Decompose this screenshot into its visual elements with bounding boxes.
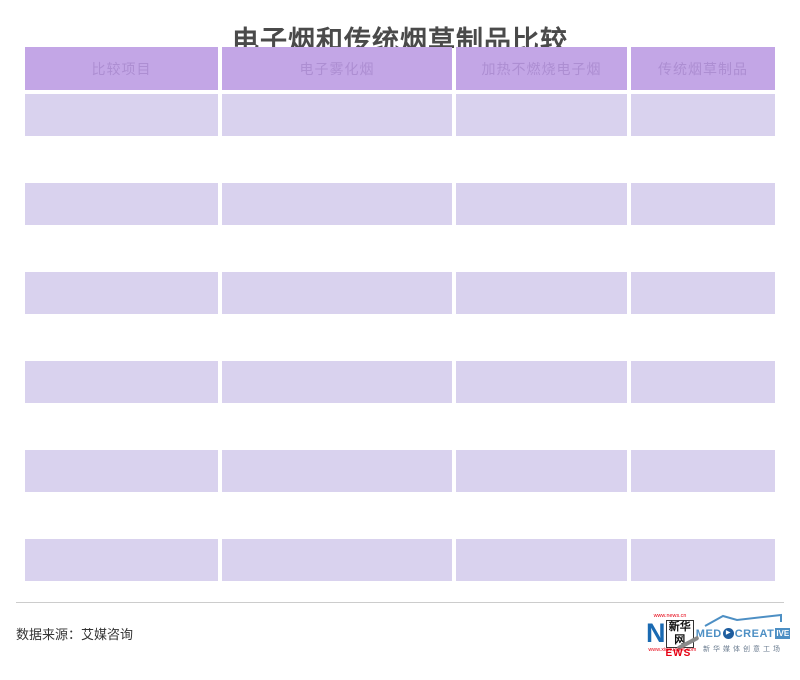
table-header-cell: 比较项目 [25,47,218,90]
roof-icon [704,613,782,627]
medcreative-wordmark: MED ▶ CREAT IVE [695,627,791,640]
xinhuanet-ews-text: EWS [665,648,692,659]
xinhuanet-url-top: www.news.cn [653,613,687,619]
table-row [25,183,775,225]
table-header-row: 比较项目 电子雾化烟 加热不燃烧电子烟 传统烟草制品 [25,47,775,90]
medcreative-subtitle: 新华媒体创意工场 [703,646,783,653]
data-source-label: 数据来源：艾媒咨询 [16,627,134,642]
table-cell [631,361,775,403]
table-cell [222,539,452,581]
table-row [25,539,775,581]
table-cell [25,450,218,492]
xinhuanet-mark: N 新华网 EWS [646,618,700,659]
table-cell [222,94,452,136]
table-cell [631,183,775,225]
table-cell [25,272,218,314]
table-cell [456,361,627,403]
table-cell [222,361,452,403]
xinhuanet-n-icon: N [646,618,666,648]
comparison-table: 比较项目 电子雾化烟 加热不燃烧电子烟 传统烟草制品 [25,47,775,581]
page-title: 电子烟和传统烟草制品比较 [232,26,568,56]
xinhuanet-url-bottom: www.xinhuanet.com [648,647,697,653]
table-cell [631,272,775,314]
table-header-cell: 加热不燃烧电子烟 [456,47,627,90]
table-cell [631,450,775,492]
table-cell [631,539,775,581]
table-cell [222,450,452,492]
med-text: MED [695,627,722,640]
table-header-cell: 电子雾化烟 [222,47,452,90]
table-cell [456,450,627,492]
table-cell [25,361,218,403]
table-cell [631,94,775,136]
play-icon: ▶ [722,628,734,639]
creative-boxed-text: IVE [775,628,791,639]
table-cell [456,272,627,314]
xinhuanet-logo: www.news.cn N 新华网 EWS www.xinhuanet.com [646,613,700,659]
table-cell [222,183,452,225]
table-row [25,272,775,314]
medcreative-logo: MED ▶ CREAT IVE 新华媒体创意工场 [696,613,791,654]
table-cell [25,539,218,581]
footer-divider [16,602,784,603]
table-cell [25,183,218,225]
footer-logos: www.news.cn N 新华网 EWS www.xinhuanet.com … [646,613,791,659]
table-cell [456,539,627,581]
table-row [25,94,775,136]
table-cell [222,272,452,314]
creative-text: CREAT [734,627,775,640]
table-cell [456,94,627,136]
table-cell [25,94,218,136]
table-row [25,361,775,403]
table-header-cell: 传统烟草制品 [631,47,775,90]
table-row [25,450,775,492]
table-body [25,94,775,581]
table-cell [456,183,627,225]
footer: 数据来源：艾媒咨询 www.news.cn N 新华网 EWS www.xinh… [16,613,791,659]
